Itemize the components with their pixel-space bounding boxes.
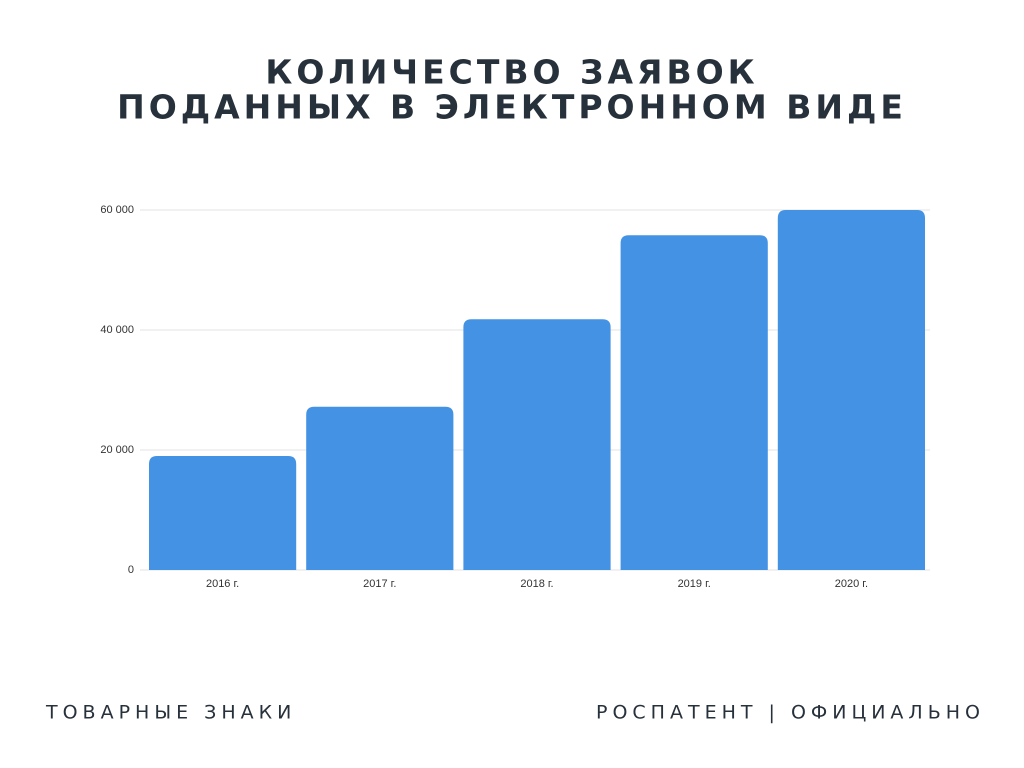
x-tick-label: 2016 г. (206, 578, 239, 590)
footer-right: РОСПАТЕНТ | ОФИЦИАЛЬНО (596, 702, 985, 724)
footer-left: ТОВАРНЫЕ ЗНАКИ (45, 702, 296, 724)
bar (620, 235, 768, 570)
x-tick-label: 2017 г. (363, 578, 396, 590)
x-tick-label: 2018 г. (520, 578, 553, 590)
x-tick-label: 2020 г. (835, 578, 868, 590)
chart-title: ПОДАННЫХ В ЭЛЕКТРОННОМ ВИДЕ (117, 88, 907, 127)
bar (463, 319, 611, 570)
bar (306, 406, 454, 570)
x-tick-label: 2019 г. (678, 578, 711, 590)
bar (149, 456, 297, 570)
y-tick-label: 40 000 (100, 324, 134, 336)
chart-title: КОЛИЧЕСТВО ЗАЯВОК (265, 53, 758, 92)
y-tick-label: 0 (128, 564, 134, 576)
y-tick-label: 60 000 (100, 204, 134, 216)
bar (777, 210, 925, 570)
y-tick-label: 20 000 (100, 444, 134, 456)
